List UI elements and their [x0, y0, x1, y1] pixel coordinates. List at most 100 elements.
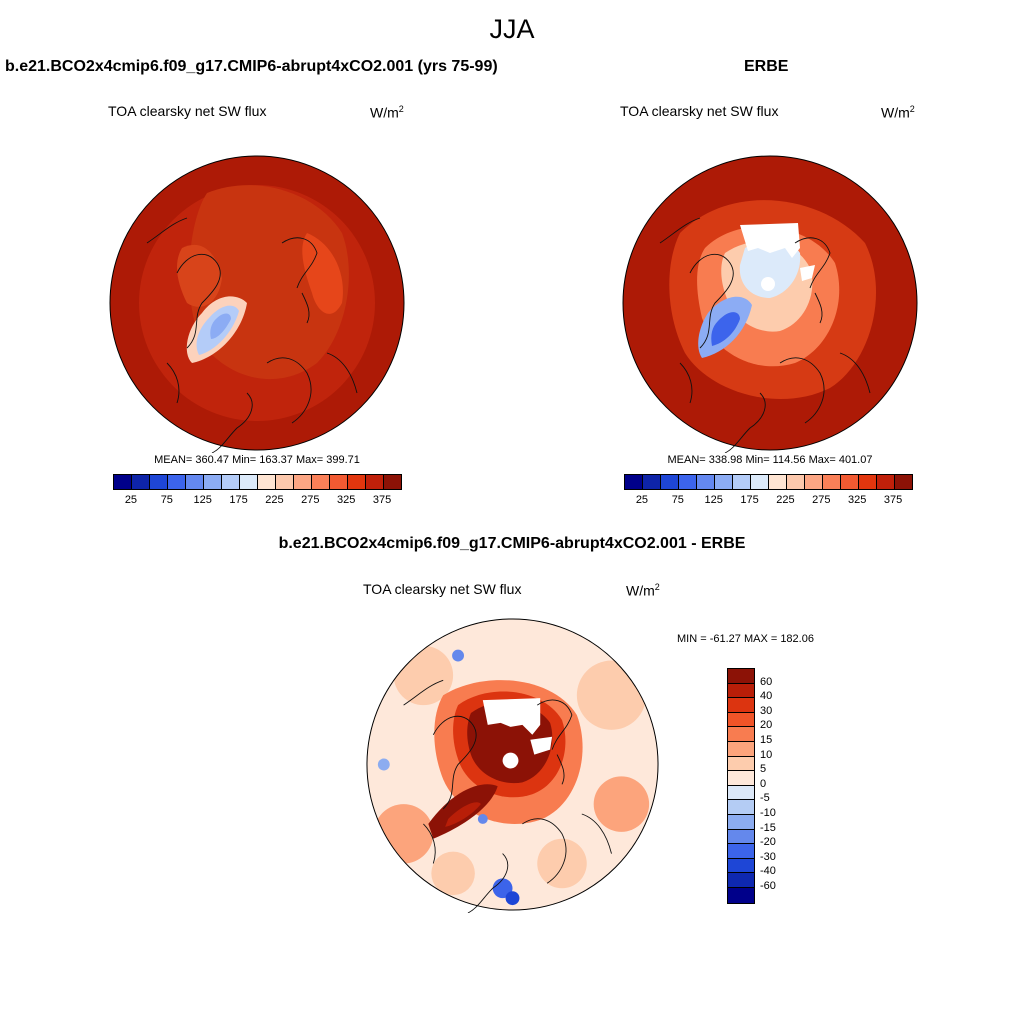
obs-colorbar-swatch: [733, 475, 751, 489]
obs-coastlines: [659, 217, 871, 453]
obs-colorbar-swatch: [661, 475, 679, 489]
model-colorbar-swatch: [294, 475, 312, 489]
diff-colorbar-tick-label: 20: [760, 719, 773, 732]
diff-colorbar-swatch: [728, 669, 754, 684]
obs-colorbar-swatch: [697, 475, 715, 489]
model-fill-greenland-core: [210, 313, 231, 339]
diff-coastlines: [403, 679, 612, 913]
model-colorbar-swatch: [366, 475, 384, 489]
obs-colorbar-tick-label: 75: [671, 494, 684, 506]
obs-colorbar-swatch: [895, 475, 912, 489]
obs-colorbar-swatch: [751, 475, 769, 489]
diff-colorbar-swatch: [728, 873, 754, 888]
model-fill-canada: [176, 244, 222, 307]
model-colorbar-swatch: [204, 475, 222, 489]
model-colorbar-tick-label: 275: [301, 494, 320, 506]
diff-colorbar-ticks: 60 40 30 20 15 10 5 0 -5 -10 -15 -20 -30 -40 -60: [760, 668, 800, 908]
obs-colorbar: [624, 474, 913, 490]
obs-colorbar-tick-label: 25: [635, 494, 649, 506]
diff-panel-title: b.e21.BCO2x4cmip6.f09_g17.CMIP6-abrupt4x…: [278, 535, 746, 552]
diff-colorbar-swatch: [728, 712, 754, 728]
obs-units: W/m2: [881, 104, 915, 121]
diff-colorbar-tick-label: 40: [760, 690, 773, 703]
obs-colorbar-tick-label: 375: [883, 494, 903, 506]
diff-fill-pole-hole: [502, 752, 519, 769]
model-colorbar-tick-label: 375: [372, 494, 392, 506]
obs-colorbar-swatch: [643, 475, 661, 489]
diff-colorbar-tick-label: -30: [760, 850, 776, 863]
obs-fill-pole-hole: [761, 277, 775, 291]
diff-colorbar-swatch: [728, 844, 754, 859]
diff-colorbar-tick-label: 5: [760, 763, 767, 776]
model-colorbar-swatch: [114, 475, 132, 489]
model-colorbar-swatch: [258, 475, 276, 489]
diff-colorbar-swatch: [728, 683, 754, 699]
obs-colorbar-swatch: [859, 475, 877, 489]
obs-colorbar-swatch: [787, 475, 805, 489]
diff-colorbar-swatch: [728, 756, 754, 772]
diff-colorbar-swatch: [728, 858, 754, 874]
diff-colorbar-swatch: [728, 887, 754, 903]
diff-colorbar-swatch: [728, 800, 754, 815]
model-colorbar-ticks: 25 75 125 175 225 275 325 375: [113, 494, 400, 508]
model-colorbar-swatch: [240, 475, 258, 489]
model-coastlines: [146, 217, 358, 453]
diff-colorbar-tick-label: 15: [760, 734, 773, 746]
diff-stats: MIN = -61.27 MAX = 182.06: [677, 633, 814, 645]
obs-field-label: TOA clearsky net SW flux: [620, 103, 779, 119]
model-colorbar-swatch: [222, 475, 240, 489]
model-colorbar-swatch: [168, 475, 186, 489]
obs-fill-ice: [739, 239, 801, 298]
model-colorbar: [113, 474, 402, 490]
model-colorbar-tick-label: 325: [337, 494, 356, 506]
model-colorbar-swatch: [150, 475, 168, 489]
obs-colorbar-tick-label: 125: [704, 494, 723, 506]
obs-colorbar-tick-label: 275: [812, 494, 831, 506]
obs-colorbar-swatch: [625, 475, 643, 489]
obs-fill-nodata-wedge: [740, 223, 800, 258]
diff-colorbar-tick-label: -10: [760, 807, 776, 819]
obs-panel-title: ERBE: [744, 58, 789, 75]
model-units: W/m2: [370, 104, 404, 121]
obs-colorbar-swatch: [769, 475, 787, 489]
diff-colorbar-tick-label: -15: [760, 821, 776, 834]
diff-colorbar-swatch: [728, 741, 754, 757]
diff-colorbar-swatch: [728, 771, 754, 786]
diff-field-label: TOA clearsky net SW flux: [363, 581, 522, 597]
model-stats: MEAN= 360.47 Min= 163.37 Max= 399.71: [154, 454, 360, 466]
model-fill-siberia: [302, 233, 343, 314]
obs-polar-map: [622, 155, 918, 453]
model-colorbar-tick-label: 25: [124, 494, 138, 506]
diff-colorbar-tick-label: -20: [760, 836, 776, 849]
diff-colorbar-swatch: [728, 814, 754, 830]
obs-fill-greenland-core: [711, 312, 740, 346]
model-colorbar-swatch: [330, 475, 348, 489]
diff-colorbar-tick-label: -40: [760, 865, 776, 878]
diff-fill-negative-patch: [492, 878, 513, 899]
model-colorbar-tick-label: 175: [229, 494, 248, 506]
diff-colorbar-tick-label: 30: [760, 704, 773, 717]
obs-colorbar-swatch: [823, 475, 841, 489]
model-colorbar-swatch: [186, 475, 204, 489]
model-colorbar-swatch: [312, 475, 330, 489]
model-panel-title: b.e21.BCO2x4cmip6.f09_g17.CMIP6-abrupt4x…: [5, 58, 498, 75]
diff-units: W/m2: [626, 582, 660, 599]
obs-colorbar-swatch: [679, 475, 697, 489]
model-colorbar-tick-label: 125: [193, 494, 212, 506]
obs-colorbar-ticks: 25 75 125 175 225 275 325 375: [624, 494, 911, 508]
diff-colorbar-tick-label: 0: [760, 777, 767, 790]
diff-colorbar-swatch: [728, 829, 754, 845]
diff-colorbar-tick-label: 60: [760, 675, 773, 688]
diff-colorbar: [727, 668, 755, 904]
model-colorbar-swatch: [132, 475, 150, 489]
diff-colorbar-tick-label: -5: [760, 792, 770, 805]
model-polar-map: [109, 155, 405, 453]
obs-colorbar-tick-label: 225: [776, 494, 795, 506]
diff-colorbar-tick-label: -60: [760, 880, 776, 892]
obs-colorbar-tick-label: 175: [740, 494, 759, 506]
obs-colorbar-swatch: [877, 475, 895, 489]
model-colorbar-swatch: [348, 475, 366, 489]
diff-colorbar-tick-label: 10: [760, 748, 773, 761]
diff-colorbar-swatch: [728, 727, 754, 742]
obs-fill-nodata-patch: [800, 265, 815, 281]
